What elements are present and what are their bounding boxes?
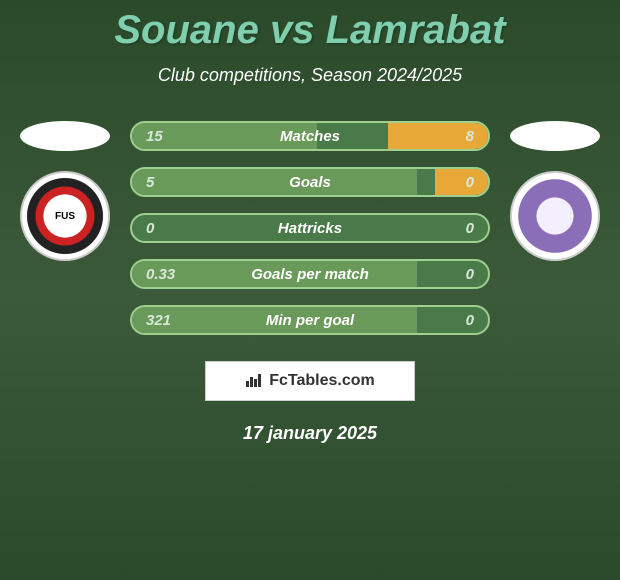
- stat-value-right: 0: [466, 174, 474, 191]
- stat-bar: 0Hattricks0: [130, 213, 490, 243]
- stat-label: Hattricks: [132, 220, 488, 237]
- brand-label: FcTables.com: [269, 372, 375, 390]
- stat-label: Goals per match: [132, 266, 488, 283]
- stat-value-right: 8: [466, 128, 474, 145]
- player-left-column: FUS: [15, 121, 115, 261]
- stat-bar: 5Goals0: [130, 167, 490, 197]
- club-badge-right: [510, 171, 600, 261]
- stat-label: Matches: [132, 128, 488, 145]
- stat-label: Goals: [132, 174, 488, 191]
- stat-value-right: 0: [466, 266, 474, 283]
- subtitle: Club competitions, Season 2024/2025: [0, 65, 620, 86]
- stat-value-right: 0: [466, 220, 474, 237]
- player-right-silhouette-icon: [510, 121, 600, 151]
- page-title: Souane vs Lamrabat: [0, 0, 620, 53]
- player-right-column: [505, 121, 605, 261]
- content-area: FUS 15Matches85Goals00Hattricks00.33Goal…: [0, 121, 620, 351]
- stats-column: 15Matches85Goals00Hattricks00.33Goals pe…: [115, 121, 505, 351]
- brand-logo[interactable]: FcTables.com: [205, 361, 415, 401]
- club-badge-left: FUS: [20, 171, 110, 261]
- stat-value-right: 0: [466, 312, 474, 329]
- stat-bar: 321Min per goal0: [130, 305, 490, 335]
- stat-bar: 0.33Goals per match0: [130, 259, 490, 289]
- stat-bar: 15Matches8: [130, 121, 490, 151]
- club-badge-left-label: FUS: [55, 211, 75, 222]
- player-left-silhouette-icon: [20, 121, 110, 151]
- chart-icon: [245, 370, 263, 393]
- date-label: 17 january 2025: [0, 423, 620, 444]
- stat-label: Min per goal: [132, 312, 488, 329]
